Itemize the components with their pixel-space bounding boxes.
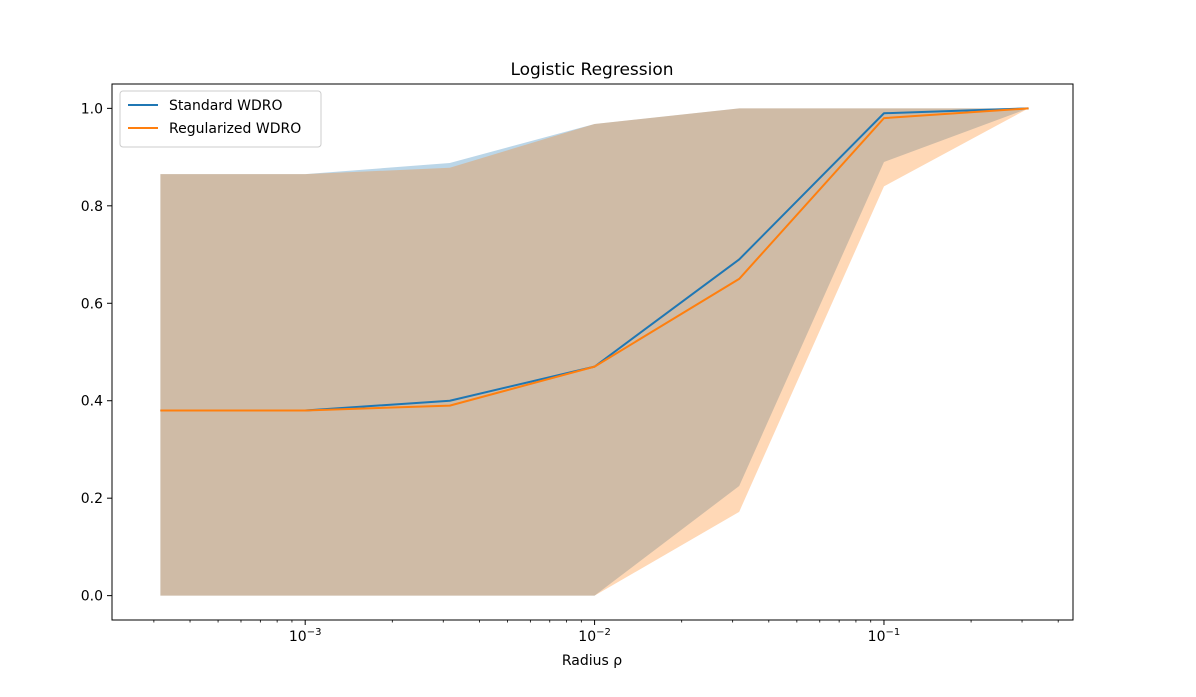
legend-box: [119, 90, 322, 148]
band-regularized-wdro: [160, 108, 1029, 596]
band-standard-wdro: [160, 108, 1029, 596]
legend-label-regularized-wdro: Regularized WDRO: [169, 121, 301, 137]
x-tick-exponent: −1: [886, 627, 901, 638]
y-tick-label: 0.4: [81, 394, 103, 410]
confidence-bands: [160, 108, 1029, 596]
y-tick-label: 0.6: [81, 296, 103, 312]
legend-label-standard-wdro: Standard WDRO: [169, 98, 283, 114]
x-tick-exponent: −3: [307, 627, 322, 638]
x-tick-exponent: −2: [596, 627, 611, 638]
y-tick-label: 0.0: [81, 589, 103, 605]
x-tick-label: 10−1: [868, 627, 901, 645]
x-tick-base: 10: [289, 629, 307, 645]
y-tick-label: 1.0: [81, 101, 103, 117]
plot-frame: [111, 83, 1074, 621]
series-lines: [160, 107, 1029, 412]
x-tick-base: 10: [578, 629, 596, 645]
x-tick-label: 10−3: [289, 627, 322, 645]
x-tick-label: 10−2: [578, 627, 611, 645]
y-axis: 0.0 0.2 0.4 0.6 0.8 1.0: [81, 101, 112, 605]
y-tick-label: 0.8: [81, 199, 103, 215]
x-tick-base: 10: [868, 629, 886, 645]
legend: Standard WDRO Regularized WDRO: [119, 90, 322, 148]
x-axis: 10−3 10−2 10−1: [153, 620, 1059, 645]
x-axis-label: Radius ρ: [562, 653, 622, 669]
chart-title: Logistic Regression: [510, 60, 673, 80]
y-tick-label: 0.2: [81, 491, 103, 507]
